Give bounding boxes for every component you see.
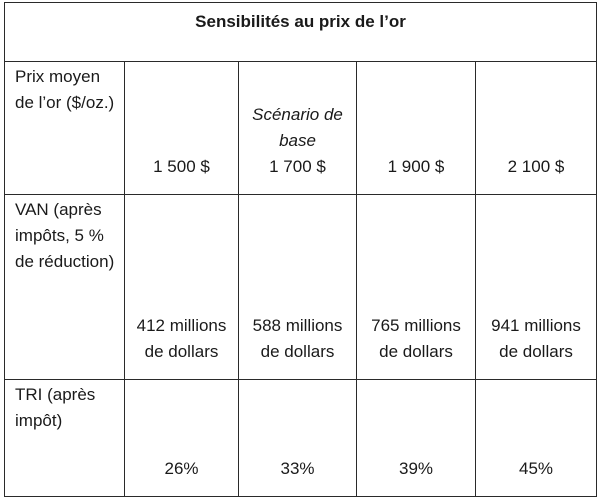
tri-cell-1: 26% [124,379,239,497]
tri-cell-3: 39% [356,379,476,497]
gold-price-sensitivity-table: Sensibilités au prix de l’or Prix moyen … [4,2,597,497]
row-label-tri: TRI (après impôt) [4,379,125,497]
base-scenario-label: Scénario de base [252,105,343,150]
table-row-tri: TRI (après impôt) 26% 33% 39% 45% [4,379,597,497]
table-row-gold-price: Prix moyen de l’or ($/oz.) 1 500 $ Scéna… [4,61,597,195]
price-cell-3: 1 900 $ [356,61,476,195]
van-cell-1: 412 millions de dollars [124,194,239,380]
table-title: Sensibilités au prix de l’or [4,2,597,62]
price-cell-2-value: 1 700 $ [269,157,326,176]
tri-cell-4: 45% [475,379,597,497]
price-cell-2: Scénario de base 1 700 $ [238,61,357,195]
row-label-van: VAN (après impôts, 5 % de réduction) [4,194,125,380]
van-cell-2: 588 millions de dollars [238,194,357,380]
row-label-gold-price: Prix moyen de l’or ($/oz.) [4,61,125,195]
van-cell-3: 765 millions de dollars [356,194,476,380]
price-cell-4: 2 100 $ [475,61,597,195]
sensitivity-table-container: Sensibilités au prix de l’or Prix moyen … [4,2,597,497]
price-cell-1: 1 500 $ [124,61,239,195]
van-cell-4: 941 millions de dollars [475,194,597,380]
tri-cell-2: 33% [238,379,357,497]
table-title-row: Sensibilités au prix de l’or [4,2,597,62]
table-row-van: VAN (après impôts, 5 % de réduction) 412… [4,194,597,380]
